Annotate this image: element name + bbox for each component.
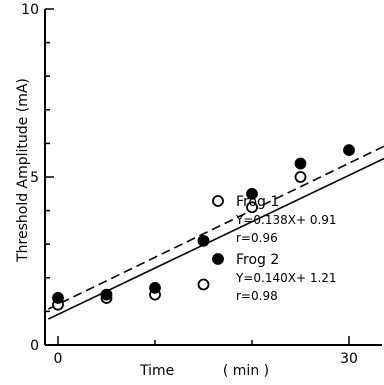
axes: 051003060 [21, 2, 382, 367]
x-tick-label: 30 [340, 351, 358, 367]
legend-marker-series-1 [212, 195, 224, 207]
legend: Frog 1 Y=0.138X+ 0.91 r=0.96 Frog 2 Y=0.140X… [212, 194, 337, 303]
legend-equation-series-2: Y=0.140X+ 1.21 [235, 271, 337, 285]
filled-point [100, 288, 113, 301]
open-point [294, 171, 307, 183]
fit-line-series-1 [47, 157, 384, 320]
legend-label-series-1: Frog 1 [236, 194, 279, 210]
legend-r-series-2: r=0.98 [236, 289, 278, 303]
x-tick-label: 0 [54, 351, 63, 367]
y-tick-label: 5 [30, 170, 39, 186]
y-axis-label: Threshold Amplitude (mA) [15, 78, 31, 263]
data-points [52, 144, 355, 311]
legend-r-series-1: r=0.96 [236, 231, 278, 245]
legend-marker-series-2 [212, 253, 224, 265]
legend-label-series-2: Frog 2 [236, 252, 279, 268]
filled-point [294, 157, 307, 170]
open-point [246, 201, 258, 214]
fit-lines [47, 145, 384, 320]
filled-point [52, 292, 64, 304]
legend-equation-series-1: Y=0.138X+ 0.91 [235, 213, 337, 227]
x-axis-label: Time [139, 363, 174, 379]
filled-point [343, 144, 355, 157]
y-tick-label: 0 [30, 338, 39, 354]
y-tick-label: 10 [21, 2, 39, 18]
filled-point [149, 281, 161, 294]
filled-point [246, 187, 258, 200]
x-axis-unit: ( min ) [223, 363, 269, 379]
filled-point [197, 234, 210, 247]
fit-line-series-2 [47, 145, 384, 310]
open-point [197, 278, 210, 291]
